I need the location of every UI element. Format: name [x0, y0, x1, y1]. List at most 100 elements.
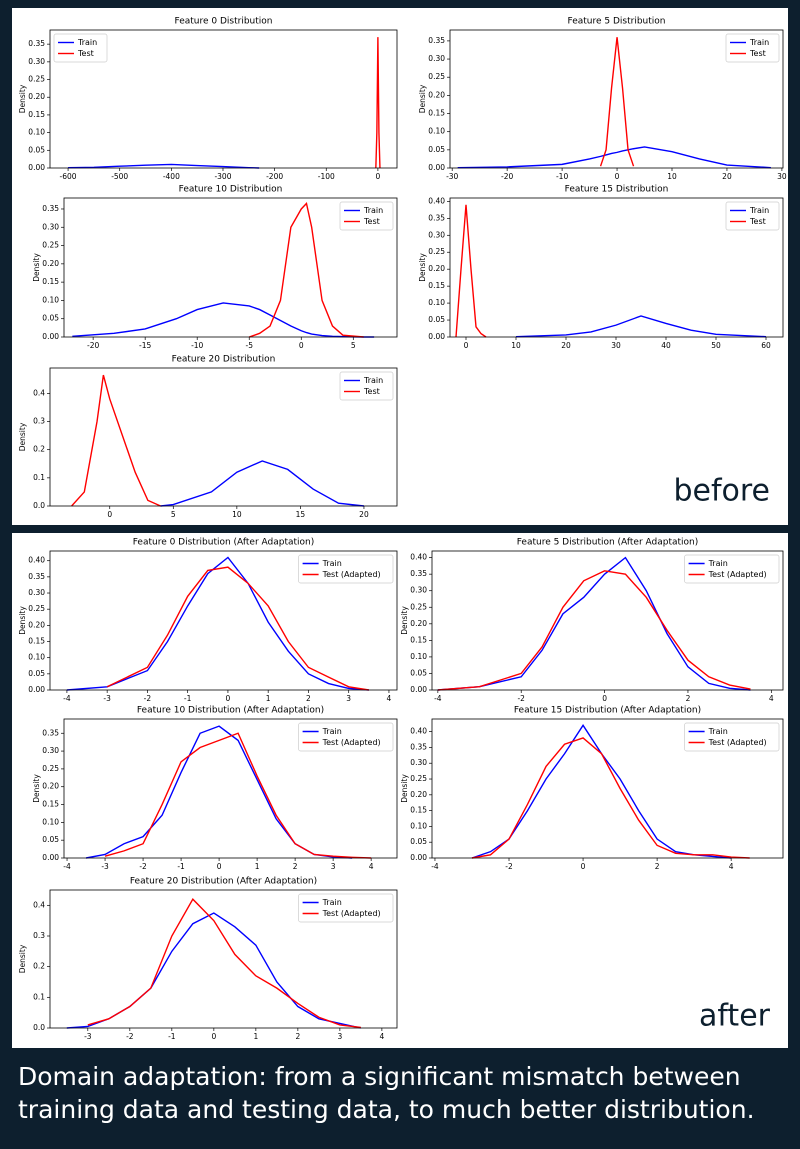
y-tick-label: 0.15	[410, 635, 427, 644]
x-tick-label: -4	[63, 862, 71, 871]
density-line	[457, 146, 771, 169]
x-tick-label: -200	[266, 172, 283, 181]
y-tick-label: 0.15	[28, 637, 45, 646]
y-tick-label: 0.20	[410, 619, 427, 628]
legend-box	[53, 33, 108, 63]
y-tick-label: 0.25	[410, 602, 427, 611]
y-axis-label: Density	[32, 774, 41, 803]
legend-label: Train	[322, 727, 342, 736]
density-line	[471, 737, 750, 859]
y-tick-label: 0.05	[410, 668, 427, 677]
x-tick-label: 1	[266, 694, 271, 703]
after-panel	[12, 533, 788, 1048]
x-tick-label: 2	[293, 862, 298, 871]
density-line	[160, 460, 365, 507]
x-tick-label: 3	[346, 694, 351, 703]
x-tick-label: 1	[253, 1032, 258, 1041]
y-tick-label: 0.35	[410, 569, 427, 578]
legend-label: Train	[749, 206, 769, 215]
density-line	[71, 374, 161, 507]
density-line	[68, 163, 260, 169]
legend-label: Train	[749, 38, 769, 47]
x-tick-label: 4	[379, 1032, 384, 1041]
x-tick-label: 1	[255, 862, 260, 871]
before-label: before	[673, 474, 770, 509]
y-axis-label: Density	[18, 944, 27, 973]
chart-title: Feature 0 Distribution (After Adaptation…	[133, 538, 315, 548]
y-tick-label: 0.00	[410, 685, 427, 694]
y-tick-label: 0.4	[33, 900, 45, 909]
y-tick-label: 0.40	[428, 196, 445, 205]
x-tick-label: 0	[464, 341, 469, 350]
legend-box	[339, 201, 394, 231]
legend-label: Train	[77, 38, 97, 47]
x-tick-label: -15	[139, 341, 151, 350]
y-tick-label: 0.10	[410, 821, 427, 830]
legend-box	[684, 722, 780, 752]
y-axis-label: Density	[18, 84, 27, 113]
x-tick-label: -10	[191, 341, 203, 350]
x-tick-label: 4	[369, 862, 374, 871]
x-tick-label: -3	[103, 694, 111, 703]
density-line	[72, 302, 375, 338]
legend-label: Test	[749, 49, 766, 58]
legend-box	[339, 371, 394, 401]
y-tick-label: 0.20	[28, 620, 45, 629]
legend-box	[725, 33, 780, 63]
x-tick-label: 20	[359, 510, 369, 519]
y-tick-label: 0.15	[428, 281, 445, 290]
y-tick-label: 0.05	[42, 314, 59, 323]
x-tick-label: -100	[318, 172, 335, 181]
legend-label: Test (Adapted)	[322, 570, 381, 579]
x-tick-label: 40	[661, 341, 671, 350]
y-tick-label: 0.00	[428, 332, 445, 341]
y-tick-label: 0.10	[28, 128, 45, 137]
plot-frame	[63, 718, 398, 859]
y-tick-label: 0.25	[42, 241, 59, 250]
x-tick-label: -2	[144, 694, 152, 703]
y-tick-label: 0.05	[428, 315, 445, 324]
x-tick-label: 0	[211, 1032, 216, 1041]
chart-title: Feature 10 Distribution	[179, 185, 283, 195]
chart-title: Feature 0 Distribution	[175, 17, 273, 27]
y-tick-label: 0.25	[428, 72, 445, 81]
chart-title: Feature 20 Distribution (After Adaptatio…	[130, 877, 317, 887]
x-tick-label: -400	[163, 172, 180, 181]
y-tick-label: 0.25	[28, 604, 45, 613]
y-tick-label: 0.05	[28, 145, 45, 154]
legend-box	[684, 554, 780, 584]
y-tick-label: 0.25	[28, 75, 45, 84]
x-tick-label: 10	[667, 172, 677, 181]
x-tick-label: -600	[60, 172, 77, 181]
before-panel	[12, 8, 788, 525]
plot-frame	[49, 29, 398, 169]
x-tick-label: 4	[729, 862, 734, 871]
y-tick-label: 0.30	[428, 54, 445, 63]
x-tick-label: -2	[505, 862, 513, 871]
y-tick-label: 0.20	[410, 790, 427, 799]
density-line	[437, 570, 751, 691]
x-tick-label: 0	[581, 862, 586, 871]
y-tick-label: 0.00	[42, 853, 59, 862]
chart-title: Feature 20 Distribution	[172, 355, 276, 365]
plot-frame	[63, 197, 398, 338]
plot-frame	[49, 550, 398, 691]
y-tick-label: 0.00	[28, 163, 45, 172]
caption-line: training data and testing data, to much …	[18, 1095, 755, 1124]
legend-label: Test	[363, 217, 380, 226]
legend-label: Train	[363, 376, 383, 385]
legend-label: Test (Adapted)	[708, 570, 767, 579]
x-tick-label: -300	[214, 172, 231, 181]
legend-label: Train	[708, 559, 728, 568]
plot-frame	[431, 718, 784, 859]
density-line	[106, 566, 369, 691]
y-tick-label: 0.10	[42, 295, 59, 304]
y-tick-label: 0.35	[410, 742, 427, 751]
legend-label: Train	[363, 206, 383, 215]
y-tick-label: 0.30	[42, 222, 59, 231]
x-tick-label: -20	[501, 172, 513, 181]
y-tick-label: 0.00	[428, 163, 445, 172]
y-tick-label: 0.25	[428, 247, 445, 256]
y-tick-label: 0.10	[428, 298, 445, 307]
